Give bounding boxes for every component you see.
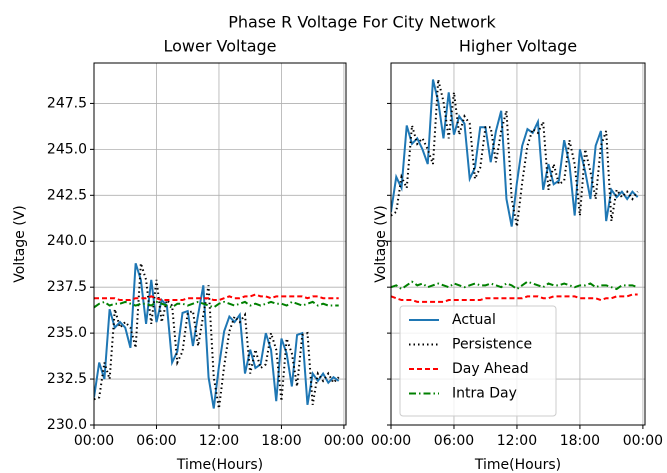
axes-frame	[390, 62, 646, 426]
x-tick-label: 00:00	[371, 433, 411, 449]
y-tick-label: 230.0	[47, 417, 87, 433]
x-tick-label: 12:00	[199, 433, 239, 449]
x-tick-label: 00:00	[324, 433, 364, 449]
axes-frame	[93, 62, 347, 426]
axes-title: Lower Voltage	[163, 37, 276, 56]
legend-label: Day Ahead	[452, 361, 529, 377]
y-tick-label: 235.0	[47, 325, 87, 341]
x-tick-label: 06:00	[136, 433, 176, 449]
figure-title: Phase R Voltage For City Network	[228, 13, 496, 32]
y-tick-label: 245.0	[47, 141, 87, 157]
y-tick-label: 242.5	[47, 187, 87, 203]
y-axis-label: Voltage (V)	[373, 205, 389, 282]
x-axis-label: Time(Hours)	[474, 457, 561, 473]
series-line	[391, 79, 639, 227]
x-tick-label: 18:00	[560, 433, 600, 449]
y-tick-label: 247.5	[47, 95, 87, 111]
x-tick-label: 00:00	[623, 433, 663, 449]
x-axis-label: Time(Hours)	[176, 457, 263, 473]
legend-label: Actual	[452, 312, 496, 328]
series-line	[94, 293, 339, 302]
x-tick-label: 18:00	[261, 433, 301, 449]
x-tick-label: 12:00	[497, 433, 537, 449]
axes-title: Higher Voltage	[459, 37, 577, 56]
x-tick-label: 00:00	[74, 433, 114, 449]
series-line	[94, 300, 339, 309]
legend-label: Persistence	[452, 337, 532, 353]
legend-box	[399, 305, 557, 417]
series-line	[94, 262, 340, 409]
series-line	[391, 280, 638, 291]
series-line	[94, 262, 340, 409]
y-tick-label: 240.0	[47, 233, 87, 249]
legend-label: Intra Day	[452, 386, 517, 402]
y-axis-label: Voltage (V)	[12, 205, 28, 282]
y-tick-label: 237.5	[47, 279, 87, 295]
y-tick-label: 232.5	[47, 371, 87, 387]
x-tick-label: 06:00	[434, 433, 474, 449]
series-line	[391, 293, 638, 303]
